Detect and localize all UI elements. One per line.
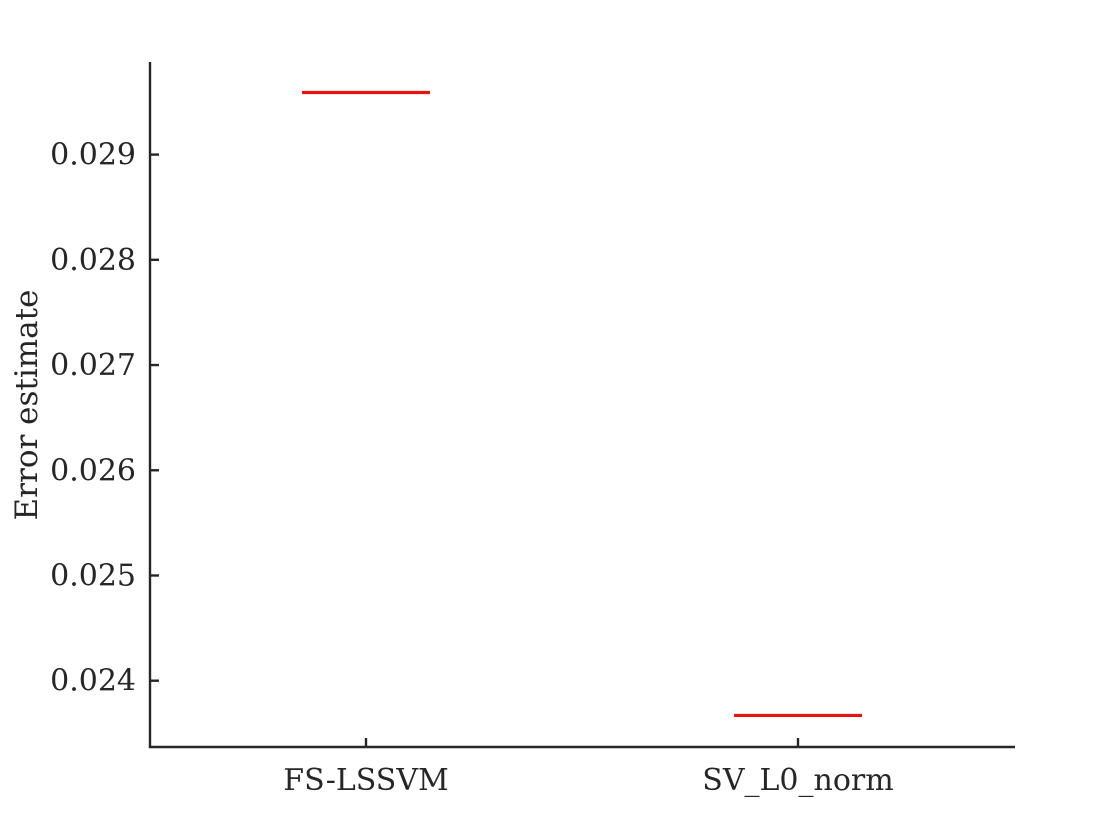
y-tick-label: 0.029 bbox=[50, 138, 136, 173]
x-tick-label: SV_L0_norm bbox=[702, 763, 893, 798]
x-axis: FS-LSSVM SV_L0_norm bbox=[148, 738, 1015, 798]
y-axis: 0.024 0.025 0.026 0.027 0.028 0.029 bbox=[50, 62, 159, 747]
y-axis-title: Error estimate bbox=[9, 290, 45, 521]
x-tick-label: FS-LSSVM bbox=[283, 763, 448, 798]
y-tick-label: 0.026 bbox=[50, 453, 136, 488]
y-tick-label: 0.025 bbox=[50, 558, 136, 593]
y-tick-label: 0.028 bbox=[50, 243, 136, 278]
y-tick-label: 0.027 bbox=[50, 348, 136, 383]
y-tick-label: 0.024 bbox=[50, 664, 136, 699]
median-lines bbox=[302, 90, 862, 718]
